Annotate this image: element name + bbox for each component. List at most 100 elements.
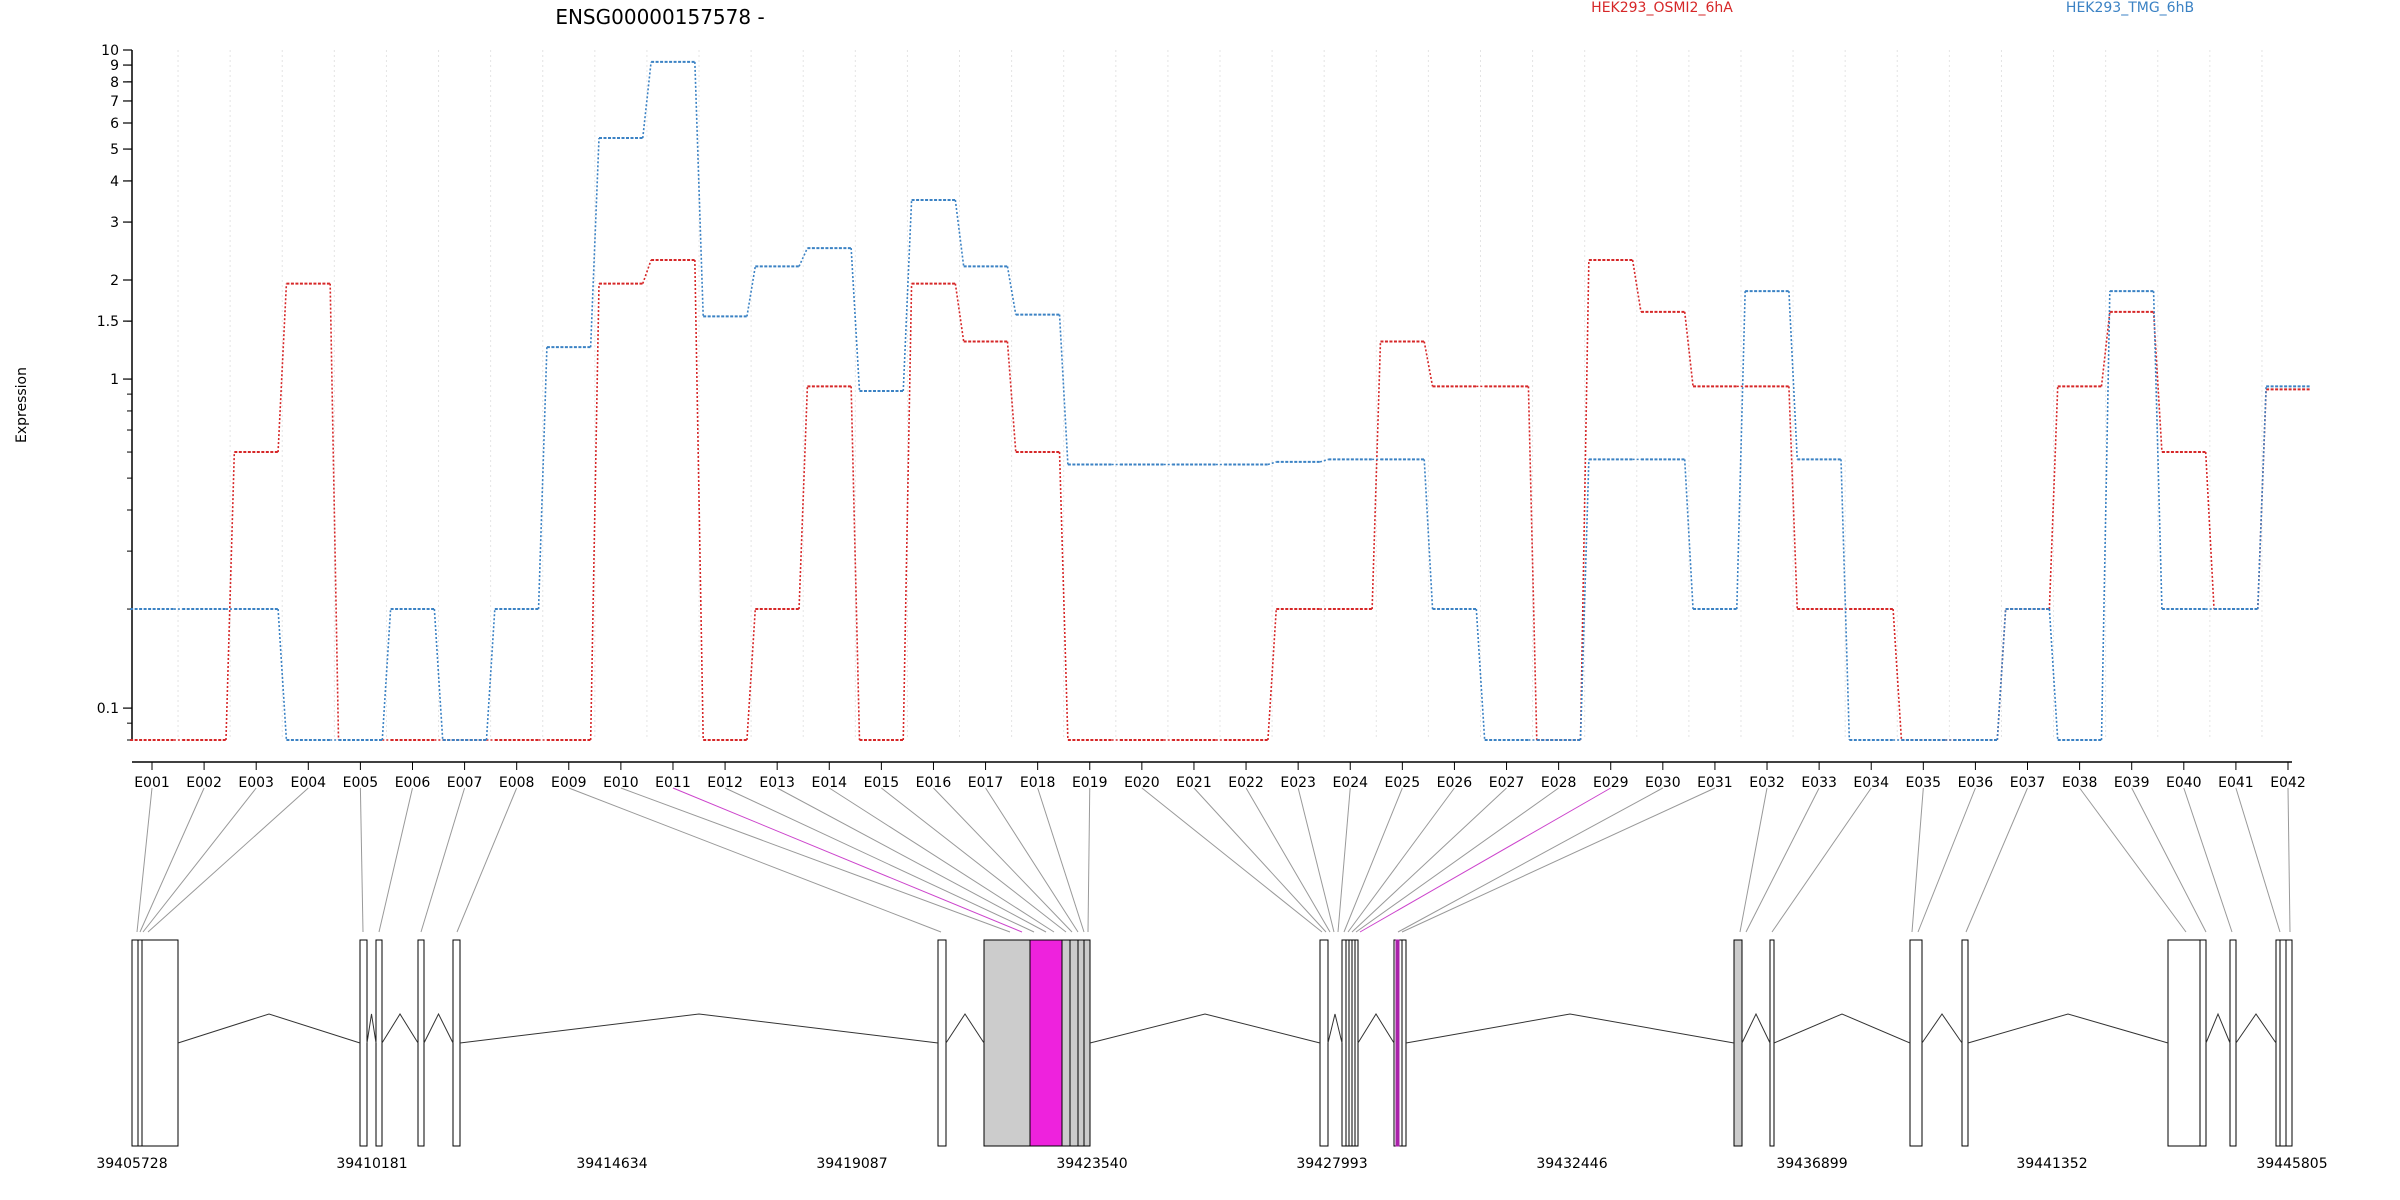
genomic-axis: 39405728 39410181 39414634 39419087 39423540… bbox=[96, 1156, 2327, 1172]
exon-connector bbox=[2079, 787, 2187, 933]
exon-block bbox=[452, 939, 461, 1147]
grid-lines bbox=[177, 50, 2263, 740]
series-connector bbox=[1423, 341, 1434, 387]
genomic-tick-label: 39410181 bbox=[336, 1156, 407, 1172]
x-tick-label: E023 bbox=[1280, 775, 1316, 791]
x-tick-label: E005 bbox=[343, 775, 379, 791]
series-connector bbox=[850, 386, 861, 741]
exon-block bbox=[983, 939, 1031, 1147]
exon-connector bbox=[1355, 787, 1559, 933]
exon-connector bbox=[136, 787, 153, 933]
exon-connector bbox=[1297, 787, 1335, 933]
chart-title: ENSG00000157578 - bbox=[555, 5, 764, 29]
exon-connector bbox=[724, 787, 1035, 933]
series-connector bbox=[902, 283, 913, 741]
genomic-tick-label: 39436899 bbox=[1776, 1156, 1847, 1172]
exon-connector bbox=[2183, 787, 2233, 933]
series-connector bbox=[1579, 459, 1590, 741]
y-tick-label: 10 bbox=[101, 43, 119, 59]
exon-connector bbox=[1745, 787, 1820, 933]
intron-line bbox=[1921, 1013, 1963, 1044]
x-tick-label: E010 bbox=[603, 775, 639, 791]
genomic-tick-label: 39419087 bbox=[816, 1156, 887, 1172]
series-connector bbox=[798, 386, 809, 610]
exon-block bbox=[1341, 939, 1359, 1147]
x-tick-label: E035 bbox=[1906, 775, 1942, 791]
x-tick-label: E018 bbox=[1020, 775, 1056, 791]
exon-connector bbox=[1739, 787, 1768, 933]
x-tick-label: E038 bbox=[2062, 775, 2098, 791]
exon-connector bbox=[1917, 787, 1976, 933]
series-connector bbox=[433, 609, 444, 741]
series-tmg bbox=[130, 60, 2310, 741]
y-tick-label: 7 bbox=[110, 94, 119, 110]
series-connector bbox=[798, 247, 809, 267]
exon-connector bbox=[881, 787, 1067, 933]
series-connector bbox=[1006, 266, 1017, 315]
x-tick-label: E022 bbox=[1228, 775, 1264, 791]
y-tick-label: 3 bbox=[110, 215, 119, 231]
x-tick-label: E042 bbox=[2270, 775, 2306, 791]
exon-connector bbox=[985, 787, 1079, 933]
exon-connector bbox=[1359, 787, 1611, 933]
x-tick-label: E007 bbox=[447, 775, 483, 791]
exon-connectors bbox=[136, 787, 2291, 933]
x-tick-label: E013 bbox=[759, 775, 795, 791]
genomic-tick-label: 39423540 bbox=[1056, 1156, 1127, 1172]
exon-connector bbox=[828, 787, 1055, 933]
exon-connector bbox=[1141, 787, 1323, 933]
y-tick-label: 0.1 bbox=[97, 701, 119, 717]
x-tick-label: E029 bbox=[1593, 775, 1629, 791]
x-tick-label: E003 bbox=[238, 775, 274, 791]
intron-line bbox=[2235, 1013, 2277, 1044]
x-tick-label: E028 bbox=[1541, 775, 1577, 791]
genomic-tick-label: 39405728 bbox=[96, 1156, 167, 1172]
exon-connector bbox=[776, 787, 1047, 933]
x-tick-label: E025 bbox=[1385, 775, 1421, 791]
intron-line bbox=[945, 1013, 985, 1044]
legend-entry-tmg: HEK293_TMG_6hB bbox=[2066, 0, 2194, 16]
series-connector bbox=[2256, 386, 2267, 610]
x-tick-label: E021 bbox=[1176, 775, 1212, 791]
exon-connector bbox=[1337, 787, 1351, 933]
series-connector bbox=[485, 609, 496, 741]
x-tick-label: E001 bbox=[134, 775, 170, 791]
x-tick-label: E002 bbox=[186, 775, 222, 791]
series-connector bbox=[1267, 609, 1278, 741]
exon-connector bbox=[1351, 787, 1507, 933]
intron-line bbox=[1327, 1013, 1343, 1044]
exon-connector bbox=[378, 787, 413, 933]
series-connector bbox=[1631, 259, 1642, 313]
x-tick-label: E004 bbox=[291, 775, 327, 791]
intron-line bbox=[1773, 1013, 1911, 1044]
exon-block bbox=[1769, 939, 1775, 1147]
x-tick-label: E032 bbox=[1749, 775, 1785, 791]
genomic-tick-label: 39427993 bbox=[1296, 1156, 1367, 1172]
intron-line bbox=[366, 1013, 377, 1044]
exon-block bbox=[1061, 939, 1091, 1147]
x-tick-label: E034 bbox=[1853, 775, 1889, 791]
x-axis: E001 E002 E003 E004 E005 E006 E007 E008 E009 E010… bbox=[132, 761, 2306, 791]
series-connector bbox=[1319, 458, 1329, 463]
y-tick-label: 1.5 bbox=[97, 314, 119, 330]
series-connector bbox=[1892, 609, 1903, 741]
series-connector bbox=[1058, 452, 1069, 741]
exon-connector bbox=[1965, 787, 2028, 933]
series-connector bbox=[277, 609, 288, 741]
series-connector bbox=[2152, 311, 2163, 453]
exon-block bbox=[1961, 939, 1969, 1147]
intron-line bbox=[2205, 1012, 2231, 1044]
series-connector bbox=[694, 61, 704, 317]
intron-line bbox=[1357, 1013, 1395, 1044]
intron-line bbox=[1405, 1013, 1735, 1044]
exon-connector bbox=[1911, 787, 1924, 933]
series-connector bbox=[1736, 291, 1746, 610]
exon-connector bbox=[620, 787, 1011, 933]
x-tick-label: E026 bbox=[1437, 775, 1473, 791]
series-connector bbox=[2100, 311, 2111, 387]
intron-line bbox=[459, 1013, 939, 1044]
x-tick-label: E039 bbox=[2114, 775, 2150, 791]
series-connector bbox=[642, 259, 652, 284]
x-tick-label: E027 bbox=[1489, 775, 1525, 791]
